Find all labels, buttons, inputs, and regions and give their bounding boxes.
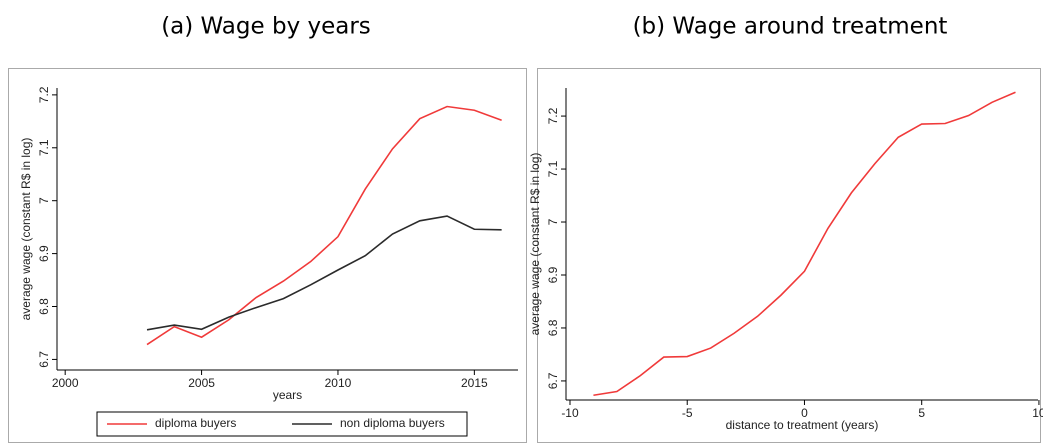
x-tick-label: 0 [801, 406, 808, 420]
x-tick-label: 5 [918, 406, 925, 420]
y-tick-label: 6.8 [37, 298, 51, 315]
y-tick-label: 6.9 [546, 266, 560, 283]
legend-label: non diploma buyers [340, 416, 445, 430]
x-tick-label: 2010 [325, 376, 352, 390]
data-line [146, 105, 502, 346]
y-tick-label: 7.1 [37, 139, 51, 156]
data-line [146, 215, 502, 331]
y-axis-label: average wage (constant R$ in log) [528, 153, 542, 336]
x-axis-label: years [273, 388, 302, 402]
x-tick-label: -10 [561, 406, 579, 420]
y-tick-label: 7.1 [546, 160, 560, 177]
y-tick-label: 7.2 [37, 86, 51, 103]
legend-label: diploma buyers [155, 416, 236, 430]
y-tick-label: 6.7 [37, 351, 51, 368]
x-tick-label: 10 [1032, 406, 1043, 420]
y-axis-label: average wage (constant R$ in log) [19, 138, 33, 321]
x-tick-label: -5 [682, 406, 693, 420]
x-tick-label: 2000 [52, 376, 79, 390]
y-tick-label: 7 [546, 218, 560, 225]
x-tick-label: 2015 [461, 376, 488, 390]
x-tick-label: 2005 [188, 376, 215, 390]
y-tick-label: 6.9 [37, 245, 51, 262]
y-tick-label: 7.2 [546, 107, 560, 124]
legend-box [96, 411, 468, 437]
y-tick-label: 6.7 [546, 372, 560, 389]
panel-frame [8, 68, 527, 443]
x-axis-label: distance to treatment (years) [726, 418, 879, 432]
panel-frame [537, 68, 1041, 443]
y-tick-label: 6.8 [546, 319, 560, 336]
chart-title: (a) Wage by years [161, 14, 371, 40]
data-line [593, 91, 1016, 397]
y-tick-label: 7 [37, 197, 51, 204]
chart-title: (b) Wage around treatment [633, 14, 948, 40]
